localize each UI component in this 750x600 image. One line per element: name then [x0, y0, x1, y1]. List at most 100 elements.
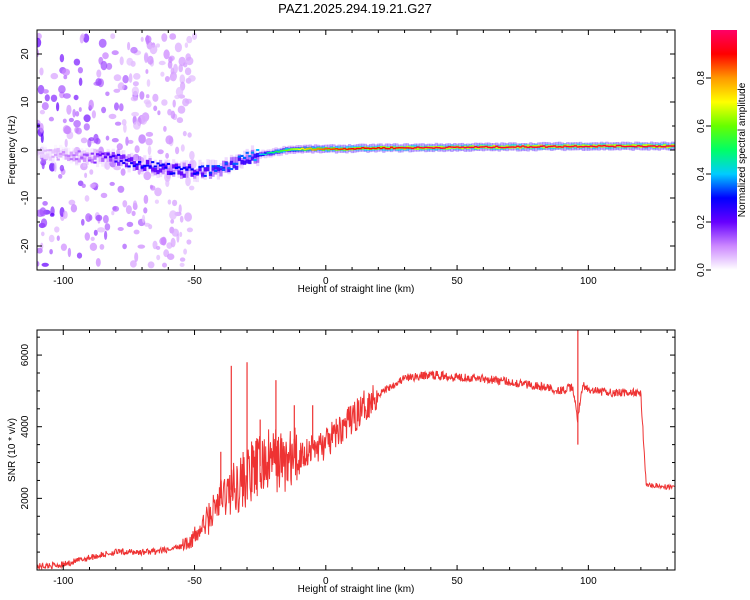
- spectrum-noise-cell: [130, 46, 138, 54]
- spectrum-ridge-cell: [447, 146, 451, 148]
- spectrum-ridge-cell: [566, 144, 570, 148]
- spectrogram-x-ticks: -100 -50 0 50 100: [36, 30, 668, 287]
- spectrum-ridge-cell: [256, 152, 260, 158]
- spectrum-noise-cell: [105, 135, 110, 141]
- spectrum-ridge-cell: [43, 149, 47, 152]
- spectrum-ridge-cell: [592, 144, 596, 148]
- spectrum-noise-cell: [147, 261, 155, 269]
- spectrum-noise-cell: [102, 52, 109, 60]
- spectrum-ridge-cell: [182, 162, 186, 170]
- spectrum-ridge-cell: [109, 155, 113, 158]
- spectrum-ridge-cell: [138, 159, 142, 173]
- spectrum-ridge-cell: [153, 168, 157, 173]
- spectrum-ridge-cell: [647, 145, 651, 147]
- spectrum-ridge-cell: [103, 152, 108, 157]
- spectrum-noise-cell: [149, 184, 153, 189]
- spectrogram-y-tick-label: 0: [20, 147, 31, 153]
- spectrogram-x-tick-label: -100: [53, 276, 73, 287]
- spectrum-ridge-cell: [172, 172, 176, 175]
- spectrum-ridge-cell: [243, 156, 247, 164]
- spectrum-ridge-cell: [526, 146, 530, 149]
- snr-x-ticks: -100 -50 0 50 100: [36, 330, 668, 587]
- spectrum-noise-cell: [93, 229, 98, 236]
- spectrum-noise-cell: [68, 199, 76, 206]
- spectrum-ridge-cell: [513, 146, 517, 148]
- spectrum-ridge-cell: [51, 149, 55, 154]
- spectrum-ridge-cell: [327, 147, 331, 150]
- spectrum-ridge-cell: [337, 148, 341, 151]
- spectrum-ridge-cell: [130, 162, 134, 165]
- spectrum-noise-cell: [179, 262, 185, 267]
- spectrum-ridge-cell: [166, 170, 171, 175]
- spectrum-ridge-cell: [308, 147, 312, 150]
- spectrum-ridge-cell: [61, 151, 66, 156]
- spectrum-ridge-cell: [592, 145, 596, 148]
- spectrum-ridge-cell: [159, 159, 163, 167]
- spectrum-ridge-cell: [550, 145, 554, 148]
- spectrum-ridge-cell: [156, 162, 160, 165]
- spectrum-ridge-cell: [216, 167, 220, 172]
- spectrum-ridge-cell: [174, 163, 178, 168]
- spectrum-ridge-cell: [552, 145, 556, 147]
- spectrum-ridge-cell: [193, 171, 197, 179]
- spectrum-ridge-cell: [77, 158, 81, 163]
- spectrum-ridge-cell: [505, 145, 509, 148]
- spectrum-ridge-cell: [600, 145, 604, 147]
- spectrum-noise-cell: [133, 229, 140, 235]
- spectrum-ridge-cell: [657, 145, 661, 147]
- spectrum-noise-cell: [147, 145, 152, 156]
- spectrum-ridge-cell: [539, 145, 543, 147]
- spectrum-noise-cell: [154, 187, 162, 197]
- spectrum-ridge-cell: [487, 146, 491, 148]
- spectrum-noise-cell: [117, 227, 124, 231]
- spectrum-noise-cell: [59, 54, 65, 63]
- spectrum-noise-cell: [167, 253, 175, 260]
- spectrum-ridge-cell: [96, 154, 100, 168]
- spectrum-ridge-cell: [250, 151, 255, 154]
- spectrum-noise-cell: [119, 56, 124, 66]
- spectrum-noise-cell: [184, 67, 192, 76]
- spectrum-noise-cell: [191, 32, 198, 40]
- spectrum-ridge-cell: [408, 147, 412, 149]
- spectrum-noise-cell: [153, 105, 158, 112]
- snr-y-tick-label: 6000: [20, 344, 31, 367]
- spectrum-noise-cell: [170, 237, 176, 248]
- spectrum-ridge-cell: [256, 155, 260, 163]
- spectrum-ridge-cell: [245, 151, 249, 154]
- spectrum-ridge-cell: [98, 154, 102, 157]
- spectrum-noise-cell: [58, 85, 66, 94]
- spectrum-noise-cell: [42, 89, 49, 94]
- spectrum-ridge-cell: [581, 146, 585, 148]
- spectrum-noise-cell: [100, 192, 108, 199]
- spectrum-ridge-cell: [64, 154, 68, 157]
- spectrum-noise-cell: [108, 113, 117, 120]
- spectrum-noise-cell: [91, 110, 96, 119]
- spectrum-ridge-cell: [240, 154, 244, 157]
- spectrum-ridge-cell: [453, 146, 457, 148]
- spectrum-noise-cell: [58, 174, 63, 179]
- spectrum-ridge-cell: [534, 145, 538, 148]
- spectrogram-y-label: Frequency (Hz): [7, 116, 18, 185]
- spectrum-ridge-cell: [64, 148, 68, 156]
- spectrum-noise-cell: [53, 162, 57, 173]
- spectrum-noise-cell: [185, 53, 191, 61]
- spectrum-ridge-cell: [542, 145, 546, 149]
- spectrum-ridge-cell: [471, 146, 475, 149]
- spectrum-ridge-cell: [258, 153, 262, 156]
- spectrum-noise-cell: [41, 162, 45, 170]
- spectrum-ridge-cell: [48, 149, 52, 152]
- spectrum-ridge-cell: [534, 146, 538, 148]
- colorbar-ticks: 0.0 0.2 0.4 0.6 0.8: [696, 71, 711, 277]
- spectrum-noise-cell: [48, 234, 55, 243]
- snr-x-tick-label: 50: [452, 576, 464, 587]
- spectrum-noise-cell: [62, 68, 70, 76]
- spectrum-ridge-cell: [106, 155, 110, 162]
- spectrum-ridge-cell: [371, 147, 375, 149]
- spectrum-noise-cell: [188, 75, 196, 82]
- spectrum-ridge-cell: [211, 166, 215, 171]
- spectrum-noise-cell: [137, 169, 141, 175]
- spectrum-ridge-cell: [269, 151, 273, 154]
- spectrum-ridge-cell: [182, 173, 186, 178]
- spectrum-noise-cell: [184, 42, 189, 48]
- spectrum-noise-cell: [169, 210, 177, 220]
